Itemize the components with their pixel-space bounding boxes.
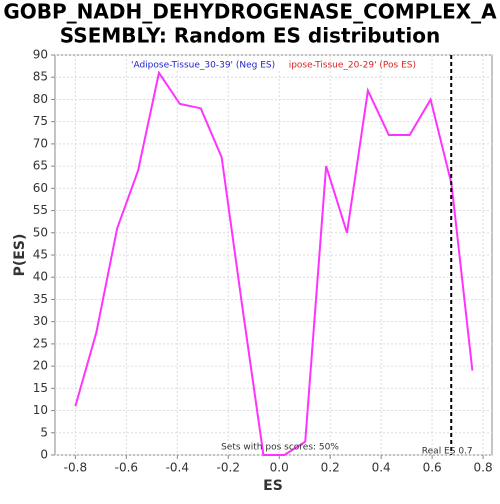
y-tick-label: 40 — [33, 270, 48, 284]
legend-mask — [130, 58, 289, 71]
y-tick-label: 85 — [33, 70, 48, 84]
y-tick-label: 55 — [33, 203, 48, 217]
y-tick-label: 35 — [33, 292, 48, 306]
y-tick-label: 25 — [33, 336, 48, 350]
y-tick-label: 5 — [40, 425, 48, 439]
y-tick-label: 0 — [40, 448, 48, 462]
x-axis-label: ES — [263, 478, 283, 494]
x-tick-label: 0.0 — [270, 461, 289, 475]
y-axis-label: P(ES) — [12, 234, 28, 277]
chart-title: GOBP_NADH_DEHYDROGENASE_COMPLEX_A — [3, 0, 497, 24]
x-tick-label: 0.2 — [321, 461, 340, 475]
y-tick-label: 20 — [33, 359, 48, 373]
legend-entry: 'Adipose-Tissue_30-39' (Neg ES) — [131, 61, 275, 71]
y-tick-label: 60 — [33, 181, 48, 195]
x-tick-label: 0.6 — [423, 461, 442, 475]
y-tick-label: 30 — [33, 314, 48, 328]
data-line — [74, 70, 474, 456]
y-tick-label: 65 — [33, 159, 48, 173]
real-es-label: Real ES 0.7 — [422, 447, 473, 457]
annotation: Sets with pos scores: 50% — [221, 443, 339, 453]
x-tick-label: -0.8 — [64, 461, 87, 475]
x-tick-label: -0.6 — [115, 461, 138, 475]
y-tick-label: 15 — [33, 381, 48, 395]
legend-entry: 'Adipose-Tissue_20-29' (Pos ES) — [275, 61, 416, 71]
x-tick-label: 0.4 — [372, 461, 391, 475]
y-tick-label: 75 — [33, 114, 48, 128]
x-tick-label: -0.2 — [217, 461, 240, 475]
y-tick-label: 50 — [33, 225, 48, 239]
x-tick-label: 0.8 — [474, 461, 493, 475]
y-tick-label: 45 — [33, 248, 48, 262]
y-tick-label: 10 — [33, 403, 48, 417]
y-tick-label: 80 — [33, 92, 48, 106]
y-tick-label: 70 — [33, 136, 48, 150]
y-tick-label: 90 — [33, 48, 48, 62]
x-tick-label: -0.4 — [166, 461, 189, 475]
chart-title: SSEMBLY: Random ES distribution — [60, 24, 440, 48]
